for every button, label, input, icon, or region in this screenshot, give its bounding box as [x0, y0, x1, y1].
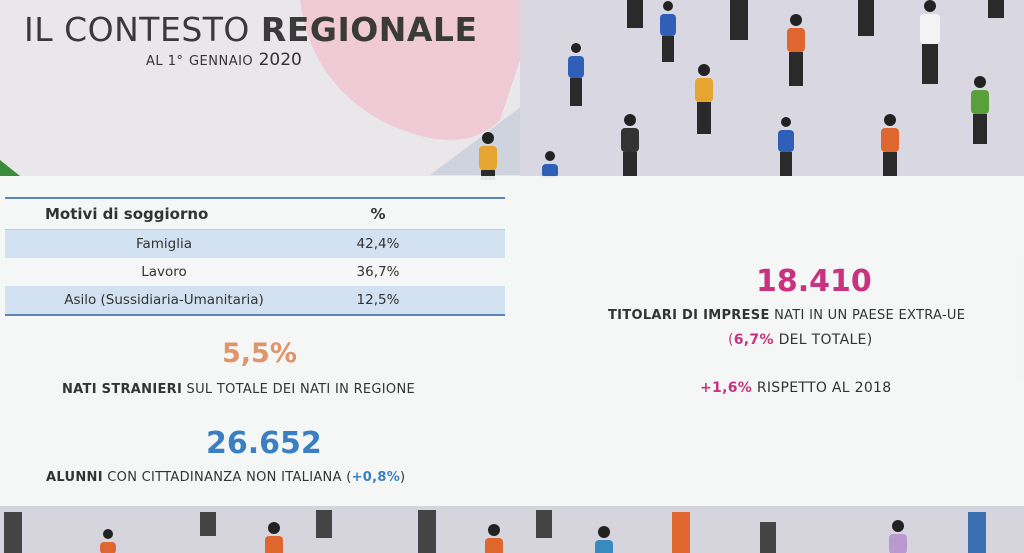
students-caption: ALUNNI CON CITTADINANZA NON ITALIANA (+0… — [46, 470, 405, 485]
students-label-bold: ALUNNI — [46, 470, 103, 485]
students-change: +0,8% — [351, 470, 401, 485]
title-plain: IL CONTESTO — [24, 10, 250, 49]
students-value: 26.652 — [206, 426, 322, 461]
permits-table: Motivi di soggiorno % Famiglia 42,4% Lav… — [5, 197, 505, 316]
table-row: Famiglia 42,4% — [5, 229, 505, 258]
row-reason: Lavoro — [141, 264, 187, 280]
table-top-rule — [5, 197, 505, 199]
entrepreneurs-label-bold: TITOLARI DI IMPRESE — [608, 308, 770, 323]
subtitle-month: GENNAIO — [188, 54, 254, 69]
row-reason: Famiglia — [135, 236, 193, 252]
row-pct: 42,4% — [356, 236, 400, 252]
row-pct: 12,5% — [356, 292, 400, 308]
page-title: IL CONTESTO REGIONALE — [24, 10, 478, 49]
table-header-row: Motivi di soggiorno % — [5, 199, 505, 229]
header-pct: % — [370, 205, 386, 223]
share-open: ( — [728, 332, 734, 348]
births-caption: NATI STRANIERI SUL TOTALE DEI NATI IN RE… — [62, 382, 415, 397]
title-bold: REGIONALE — [260, 10, 478, 49]
entrepreneurs-caption: TITOLARI DI IMPRESE NATI IN UN PAESE EXT… — [608, 308, 965, 323]
students-label-end: ) — [400, 470, 406, 485]
share-value: 6,7% — [733, 332, 774, 348]
births-value: 5,5% — [222, 338, 297, 369]
delta-rest: RISPETTO AL 2018 — [756, 380, 892, 396]
entrepreneurs-delta: +1,6% RISPETTO AL 2018 — [700, 380, 891, 396]
table-row: Lavoro 36,7% — [5, 258, 505, 286]
subtitle-year: 2020 — [258, 50, 302, 70]
table-bottom-rule — [5, 314, 505, 316]
row-reason: Asilo (Sussidiaria-Umanitaria) — [64, 292, 264, 308]
subtitle-prefix: AL 1° — [146, 54, 184, 69]
header-reason: Motivi di soggiorno — [45, 205, 209, 223]
share-rest: DEL TOTALE) — [778, 332, 873, 348]
entrepreneurs-share: (6,7% DEL TOTALE) — [728, 332, 872, 348]
row-pct: 36,7% — [356, 264, 400, 280]
delta-value: +1,6% — [700, 380, 753, 396]
students-label-rest: CON CITTADINANZA NON ITALIANA ( — [107, 470, 352, 485]
births-label-bold: NATI STRANIERI — [62, 382, 183, 397]
table-row: Asilo (Sussidiaria-Umanitaria) 12,5% — [5, 286, 505, 314]
entrepreneurs-label-rest: NATI IN UN PAESE EXTRA-UE — [774, 308, 966, 323]
page-subtitle: AL 1° GENNAIO 2020 — [146, 50, 302, 70]
entrepreneurs-value: 18.410 — [756, 264, 872, 299]
births-label-rest: SUL TOTALE DEI NATI IN REGIONE — [186, 382, 415, 397]
